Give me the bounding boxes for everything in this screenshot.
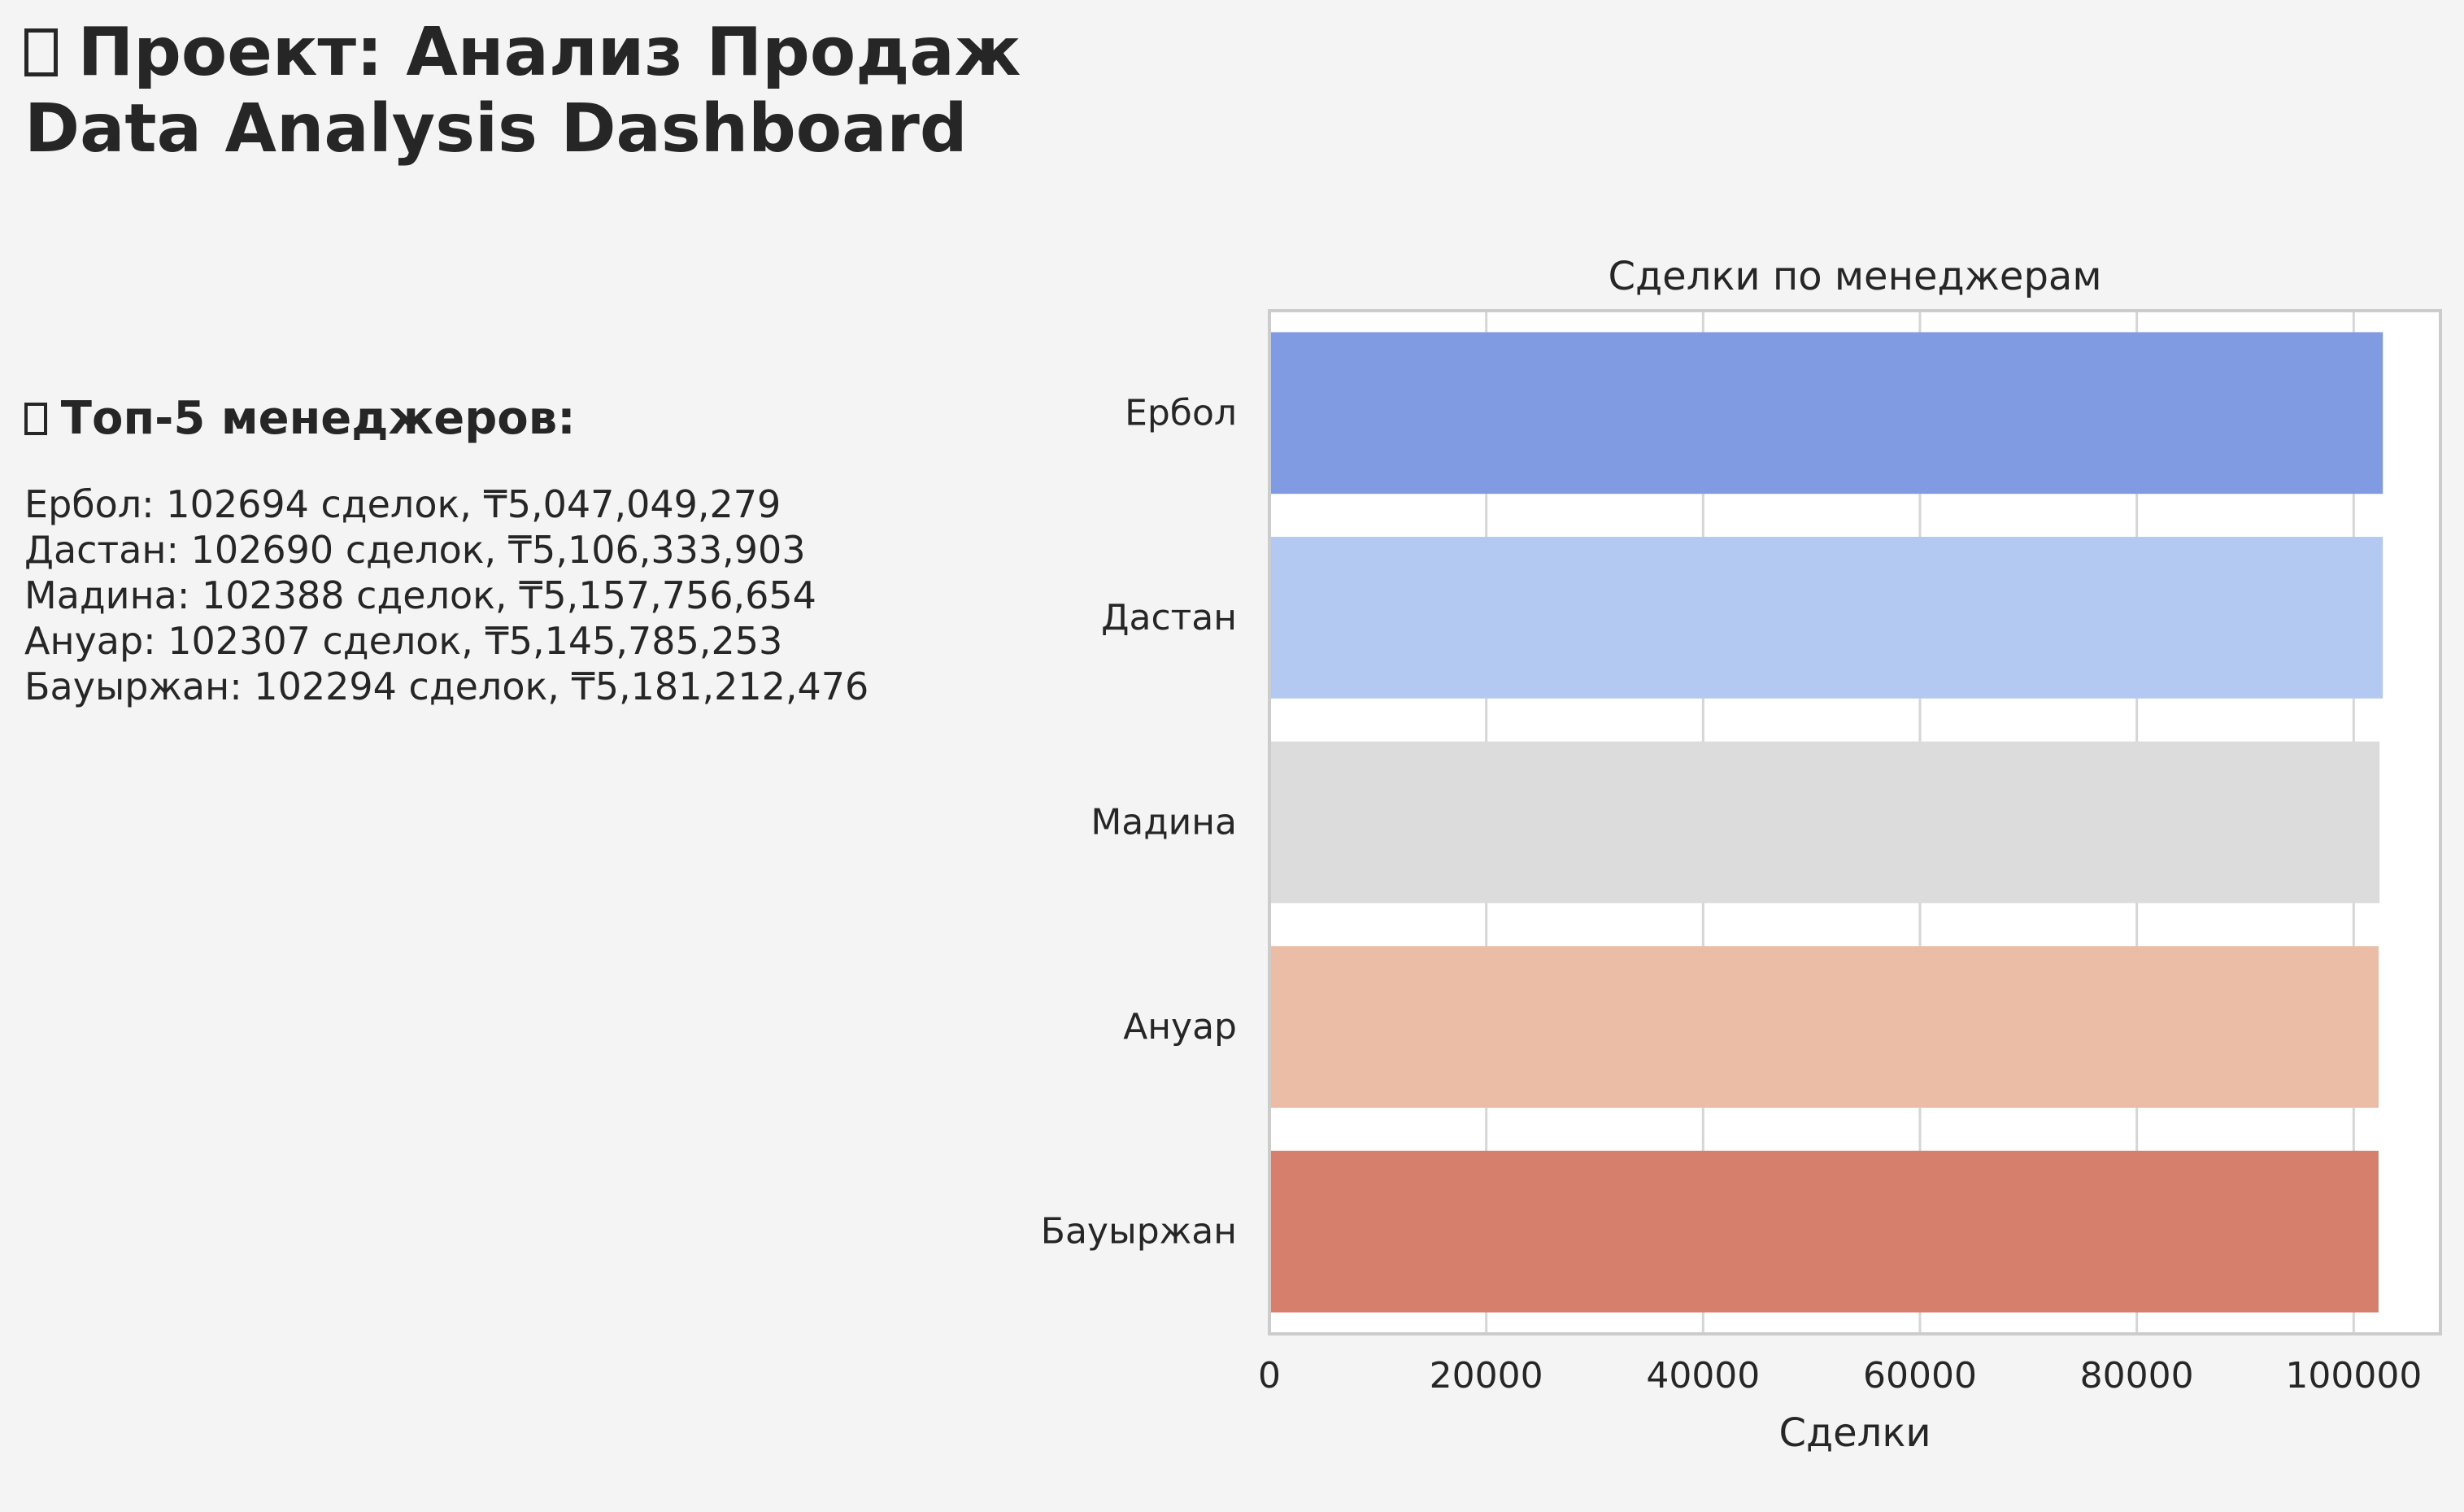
- top-managers-list: Ербол: 102694 сделок, ₸5,047,049,279 Дас…: [24, 481, 868, 709]
- page-title-line-1: Проект: Анализ Продаж: [24, 15, 1021, 91]
- x-tick-label: 60000: [1863, 1355, 1977, 1397]
- x-tick-label: 0: [1258, 1355, 1281, 1397]
- top-managers-heading: Топ-5 менеджеров:: [24, 390, 576, 447]
- bar-3: [1269, 741, 2380, 904]
- list-item: Ербол: 102694 сделок, ₸5,047,049,279: [24, 482, 781, 526]
- bar-5: [1269, 1150, 2379, 1313]
- y-tick-label: Мадина: [1091, 802, 1237, 843]
- list-item: Ануар: 102307 сделок, ₸5,145,785,253: [24, 619, 783, 663]
- page-title-text-1: Проект: Анализ Продаж: [77, 14, 1021, 91]
- list-item: Бауыржан: 102294 сделок, ₸5,181,212,476: [24, 664, 869, 708]
- page-title-line-2: Data Analysis Dashboard: [24, 90, 968, 168]
- y-tick-label: Бауыржан: [1041, 1211, 1237, 1253]
- missing-glyph-icon: [24, 402, 47, 435]
- x-tick-label: 20000: [1430, 1355, 1543, 1397]
- missing-glyph-icon: [24, 28, 58, 76]
- top-managers-heading-text: Топ-5 менеджеров:: [60, 392, 576, 445]
- x-tick-label: 100000: [2285, 1355, 2422, 1397]
- list-item: Мадина: 102388 сделок, ₸5,157,756,654: [24, 573, 816, 617]
- bar-4: [1269, 946, 2379, 1108]
- x-tick-label: 80000: [2080, 1355, 2194, 1397]
- y-tick-label: Ербол: [1125, 392, 1237, 434]
- bar-2: [1269, 537, 2383, 699]
- y-tick-label: Ануар: [1123, 1006, 1237, 1048]
- list-item: Дастан: 102690 сделок, ₸5,106,333,903: [24, 528, 806, 572]
- plot-frame: [1268, 309, 2442, 1336]
- y-tick-label: Дастан: [1101, 597, 1237, 638]
- page-title: Проект: Анализ Продаж Data Analysis Dash…: [24, 15, 1021, 168]
- chart-title: Сделки по менеджерам: [1608, 254, 2101, 299]
- x-axis-label: Сделки: [1778, 1410, 1931, 1456]
- x-tick-label: 40000: [1646, 1355, 1760, 1397]
- bar-1: [1269, 332, 2383, 495]
